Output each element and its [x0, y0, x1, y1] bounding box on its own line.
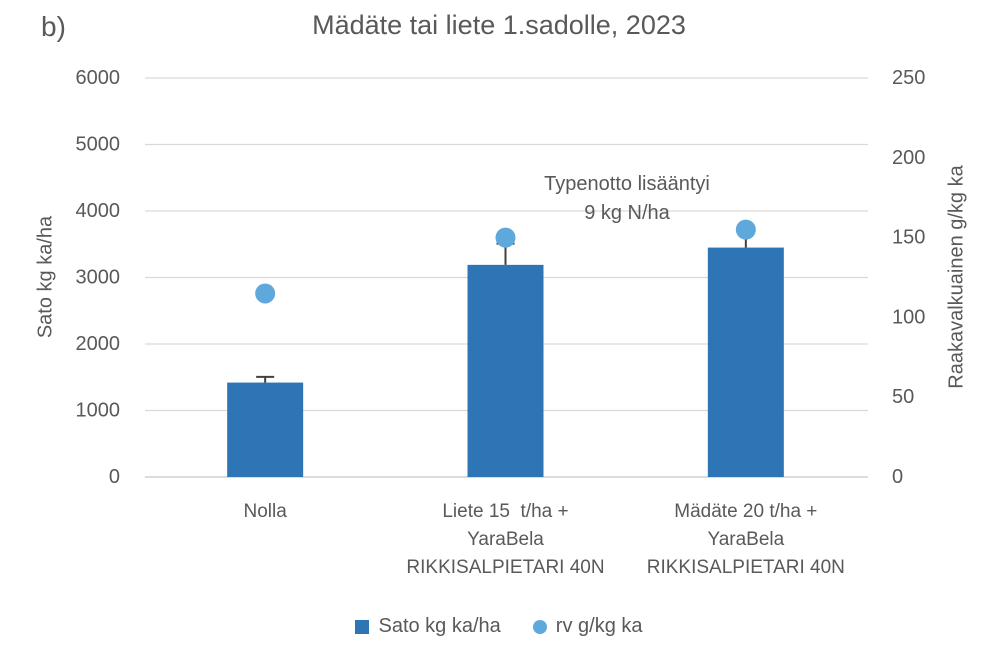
category-label-line: YaraBela	[467, 529, 544, 550]
annotation-line-1: Typenotto lisääntyi	[544, 173, 710, 195]
bar	[707, 247, 784, 477]
annotation: Typenotto lisääntyi 9 kg N/ha	[544, 170, 710, 228]
right-axis-tick-label: 100	[892, 306, 925, 328]
right-axis-tick-label: 200	[892, 147, 925, 169]
right-axis-tick-label: 0	[892, 466, 903, 488]
left-axis-tick-label: 1000	[76, 400, 121, 422]
category-label-line: RIKKISALPIETARI 40N	[646, 557, 845, 578]
left-axis-tick-label: 0	[109, 466, 120, 488]
category-label-line: RIKKISALPIETARI 40N	[406, 557, 605, 578]
legend-label-rv: rv g/kg ka	[555, 615, 643, 637]
legend-square-marker	[355, 619, 370, 634]
annotation-line-2: 9 kg N/ha	[584, 202, 670, 224]
left-axis-tick-label: 4000	[76, 200, 121, 222]
right-axis-tick-label: 250	[892, 67, 925, 89]
category-label: Liete 15 t/ha + YaraBela RIKKISALPIETARI 4…	[406, 498, 604, 582]
left-axis-tick-label: 5000	[76, 134, 121, 156]
bar	[227, 382, 304, 477]
left-axis-tick-label: 6000	[76, 67, 121, 89]
legend: Sato kg ka/ha rv g/kg ka	[0, 615, 998, 638]
legend-item-sato: Sato kg ka/ha	[355, 615, 501, 638]
category-label-line: Nolla	[243, 501, 287, 522]
legend-label-sato: Sato kg ka/ha	[378, 615, 501, 637]
legend-circle-marker	[532, 619, 547, 634]
panel-label: b)	[41, 11, 66, 42]
data-point	[255, 283, 276, 304]
right-axis-tick-label: 150	[892, 227, 925, 249]
left-axis-tick-label: 2000	[76, 333, 121, 355]
category-label-line: Liete 15 t/ha +	[442, 501, 569, 522]
category-label-line: YaraBela	[707, 529, 785, 550]
category-label-line: Mädäte 20 t/ha +	[674, 501, 818, 522]
data-point	[735, 219, 756, 240]
category-label: Nolla	[244, 498, 287, 526]
chart-title: Mädäte tai liete 1.sadolle, 2023	[312, 10, 686, 40]
bar	[467, 264, 544, 477]
category-label: Mädäte 20 t/ha + YaraBela RIKKISALPIETARI …	[647, 498, 845, 582]
legend-item-rv: rv g/kg ka	[532, 615, 643, 638]
left-axis-tick-label: 3000	[76, 267, 121, 289]
data-point	[495, 227, 516, 248]
right-axis-tick-label: 50	[892, 386, 914, 408]
